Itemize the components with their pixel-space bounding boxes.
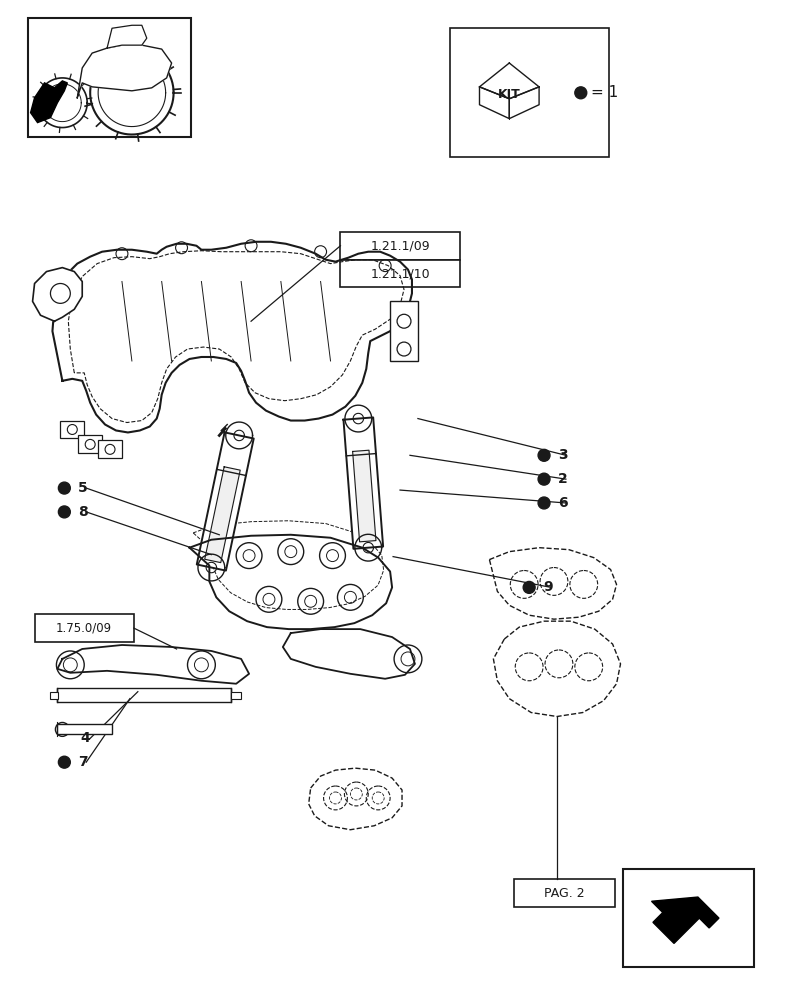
Bar: [50, 692, 58, 699]
Text: 8: 8: [78, 505, 88, 519]
Polygon shape: [650, 897, 718, 943]
Text: 3: 3: [557, 448, 567, 462]
Text: 4: 4: [80, 731, 90, 745]
Circle shape: [538, 449, 549, 461]
Text: = 1: = 1: [590, 85, 617, 100]
Polygon shape: [77, 45, 171, 98]
Circle shape: [58, 506, 71, 518]
Text: 6: 6: [557, 496, 567, 510]
Polygon shape: [352, 450, 375, 542]
Text: 2: 2: [557, 472, 567, 486]
Bar: [340, 260, 459, 287]
Polygon shape: [189, 535, 392, 629]
Text: PAG. 2: PAG. 2: [543, 887, 584, 900]
Text: 5: 5: [78, 481, 88, 495]
Circle shape: [522, 581, 534, 593]
Bar: [35, 614, 134, 642]
Bar: [513, 879, 614, 907]
Text: 1.21.1/09: 1.21.1/09: [370, 239, 429, 252]
Bar: [231, 692, 241, 699]
Circle shape: [538, 497, 549, 509]
Text: KIT: KIT: [497, 88, 520, 101]
Text: 1.21.1/10: 1.21.1/10: [370, 267, 429, 280]
Polygon shape: [58, 645, 249, 684]
Bar: [389, 301, 418, 361]
Bar: [449, 28, 608, 157]
Polygon shape: [32, 268, 82, 321]
Text: 7: 7: [78, 755, 88, 769]
Bar: [28, 18, 191, 137]
Polygon shape: [343, 417, 383, 549]
Bar: [60, 421, 84, 438]
Bar: [58, 724, 112, 734]
Circle shape: [574, 87, 586, 99]
Bar: [58, 688, 231, 702]
Polygon shape: [282, 629, 414, 679]
Circle shape: [58, 756, 71, 768]
Polygon shape: [107, 25, 147, 48]
Circle shape: [58, 482, 71, 494]
Bar: [622, 869, 753, 967]
Circle shape: [538, 473, 549, 485]
Text: 9: 9: [543, 580, 552, 594]
Bar: [78, 435, 102, 453]
Polygon shape: [489, 548, 616, 619]
Polygon shape: [31, 81, 67, 123]
Polygon shape: [196, 432, 253, 571]
Polygon shape: [53, 242, 411, 432]
Polygon shape: [308, 768, 401, 830]
Bar: [98, 440, 122, 458]
Bar: [340, 232, 459, 260]
Text: 1.75.0/09: 1.75.0/09: [56, 622, 112, 635]
Polygon shape: [493, 621, 620, 717]
Polygon shape: [204, 467, 240, 563]
